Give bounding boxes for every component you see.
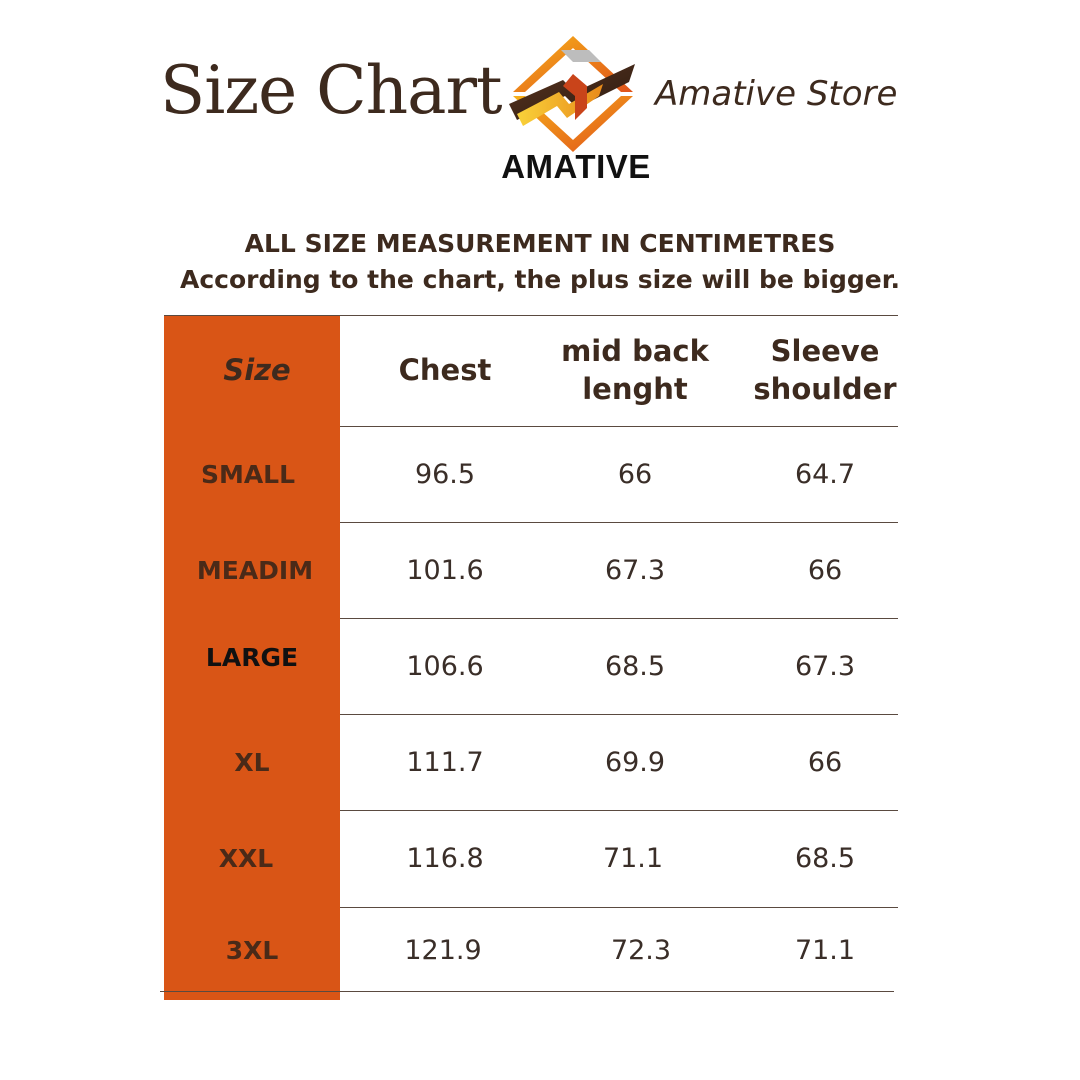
chest-value: 106.6 bbox=[406, 651, 484, 683]
store-name: Amative Store bbox=[655, 74, 898, 114]
header-size: Size bbox=[164, 328, 350, 414]
chest-value: 116.8 bbox=[406, 843, 484, 875]
units-note: ALL SIZE MEASUREMENT IN CENTIMETRES bbox=[244, 229, 836, 258]
header-mid-back-length: mid back lenght bbox=[540, 328, 730, 414]
page-title: Size Chart bbox=[160, 52, 503, 129]
brand-wordmark: AMATIVE bbox=[501, 148, 651, 185]
sleeve-shoulder-value: 67.3 bbox=[794, 651, 856, 683]
sleeve-shoulder-value: 68.5 bbox=[794, 843, 856, 875]
row-divider bbox=[340, 907, 898, 908]
table-top-border bbox=[164, 315, 898, 316]
sleeve-shoulder-value: 66 bbox=[807, 555, 843, 587]
size-column-background bbox=[164, 316, 340, 1000]
row-divider bbox=[340, 714, 898, 715]
mid-back-value: 72.3 bbox=[610, 935, 672, 967]
mid-back-value: 66 bbox=[617, 459, 653, 491]
amative-logo-icon bbox=[509, 36, 635, 152]
sleeve-shoulder-value: 66 bbox=[807, 747, 843, 779]
header-sleeve-line1: Sleeve bbox=[770, 334, 880, 369]
table-bottom-border bbox=[160, 991, 894, 992]
size-label-large: LARGE bbox=[205, 642, 299, 672]
sleeve-shoulder-value: 71.1 bbox=[794, 935, 856, 967]
mid-back-value: 71.1 bbox=[602, 843, 664, 875]
row-divider bbox=[340, 810, 898, 811]
header-sleeve-shoulder: Sleeve shoulder bbox=[730, 328, 920, 414]
chest-value: 96.5 bbox=[414, 459, 476, 491]
chest-value: 111.7 bbox=[406, 747, 484, 779]
header-chest: Chest bbox=[350, 328, 540, 414]
chest-value: 101.6 bbox=[406, 555, 484, 587]
header-size-text: Size bbox=[223, 353, 291, 388]
mid-back-value: 68.5 bbox=[604, 651, 666, 683]
size-label-xl: XL bbox=[234, 747, 270, 777]
header-mid-back-line1: mid back bbox=[561, 334, 709, 369]
mid-back-value: 67.3 bbox=[604, 555, 666, 587]
size-label-medium: MEADIM bbox=[196, 555, 314, 585]
sleeve-shoulder-value: 64.7 bbox=[794, 459, 856, 491]
row-divider bbox=[340, 522, 898, 523]
mid-back-value: 69.9 bbox=[604, 747, 666, 779]
header-mid-back-line2: lenght bbox=[582, 372, 688, 406]
row-divider bbox=[340, 618, 898, 619]
size-label-small: SMALL bbox=[200, 459, 296, 489]
header-chest-text: Chest bbox=[398, 353, 492, 388]
size-label-3xl: 3XL bbox=[225, 935, 279, 965]
chest-value: 121.9 bbox=[404, 935, 482, 967]
row-divider bbox=[340, 426, 898, 427]
header-sleeve-line2: shoulder bbox=[753, 372, 897, 406]
size-label-xxl: XXL bbox=[218, 843, 274, 873]
plus-size-note: According to the chart, the plus size wi… bbox=[179, 265, 900, 294]
